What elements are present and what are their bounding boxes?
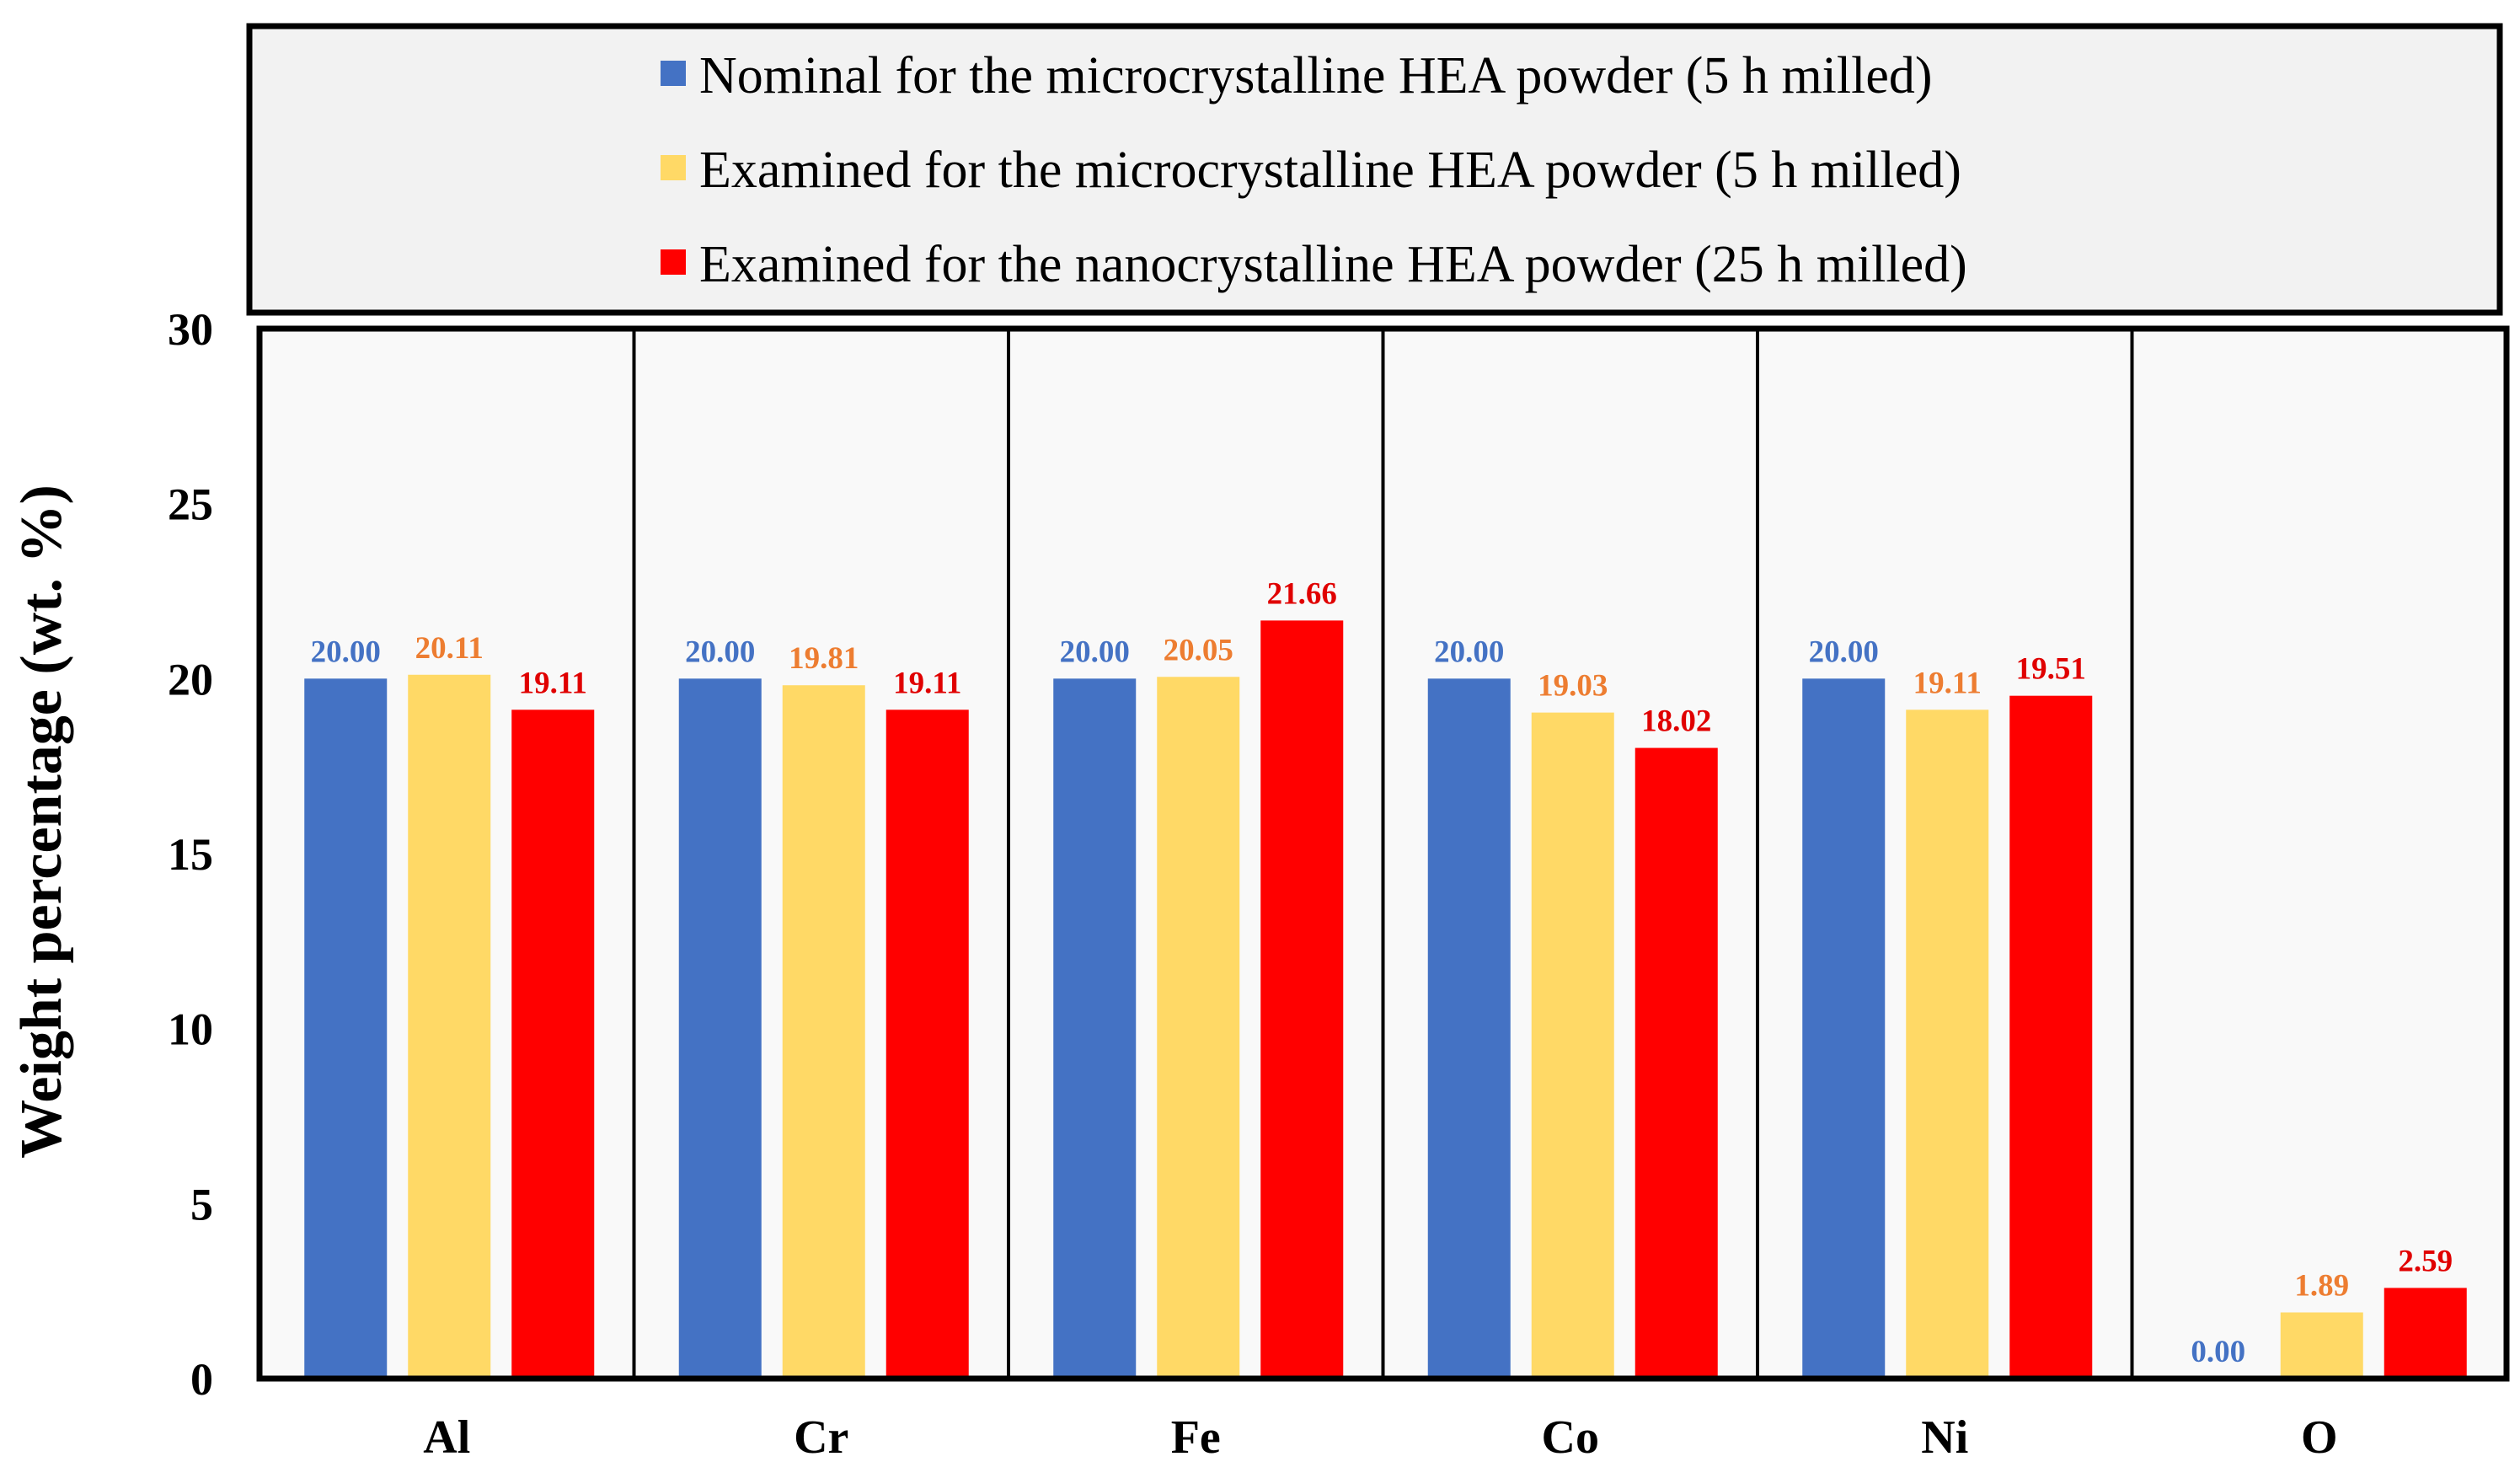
data-label: 1.89 xyxy=(2294,1269,2349,1304)
bar xyxy=(1260,620,1344,1379)
legend: Nominal for the microcrystalline HEA pow… xyxy=(246,23,2503,316)
legend-swatch xyxy=(661,61,686,86)
x-axis: Al Cr Fe Co Ni O xyxy=(423,1411,2337,1464)
y-tick-label: 0 xyxy=(190,1354,213,1405)
data-label: 20.11 xyxy=(415,631,484,666)
data-label: 20.05 xyxy=(1164,633,1233,667)
data-label: 18.02 xyxy=(1641,704,1711,739)
bar xyxy=(511,710,595,1379)
plot-frame xyxy=(256,325,2510,1382)
bar xyxy=(304,678,388,1379)
bar xyxy=(1906,710,1989,1379)
legend-entry: Examined for the microcrystalline HEA po… xyxy=(699,142,1961,199)
bar xyxy=(2009,695,2093,1379)
bar xyxy=(1053,678,1137,1379)
data-label: 20.00 xyxy=(1434,635,1504,669)
y-tick-label: 20 xyxy=(168,654,213,704)
x-tick-label: Cr xyxy=(794,1411,848,1464)
data-label: 19.11 xyxy=(893,666,961,700)
bar xyxy=(678,678,762,1379)
x-tick-label: O xyxy=(2301,1411,2338,1464)
plot-area: 20.00 20.11 19.11 20.00 19.81 19.11 20.00 20.05… xyxy=(256,325,2510,1382)
y-tick-label: 25 xyxy=(168,479,213,530)
x-tick-label: Al xyxy=(423,1411,470,1464)
y-tick-label: 15 xyxy=(168,829,213,880)
data-label: 21.66 xyxy=(1267,576,1337,611)
bar xyxy=(1427,678,1511,1379)
bar xyxy=(782,685,865,1379)
y-tick-label: 10 xyxy=(168,1004,213,1055)
y-axis-label: Weight percentage (wt. %) xyxy=(9,485,74,1159)
x-tick-label: Fe xyxy=(1171,1411,1221,1464)
legend-swatch xyxy=(661,249,686,275)
legend-entry: Nominal for the microcrystalline HEA pow… xyxy=(699,47,1933,104)
bar xyxy=(2280,1312,2363,1379)
data-label: 19.03 xyxy=(1538,669,1608,704)
y-tick-label: 30 xyxy=(168,304,213,355)
data-label: 19.81 xyxy=(789,641,859,676)
bar xyxy=(1157,677,1240,1379)
data-label: 20.00 xyxy=(685,635,755,669)
legend-entry: Examined for the nanocrystalline HEA pow… xyxy=(699,236,1967,293)
data-label: 19.11 xyxy=(519,666,587,700)
data-label: 0.00 xyxy=(2191,1335,2245,1369)
bar xyxy=(1531,712,1614,1379)
data-label: 20.00 xyxy=(311,635,381,669)
data-label: 2.59 xyxy=(2398,1244,2453,1278)
legend-box xyxy=(246,23,2503,316)
bar xyxy=(885,710,969,1379)
y-axis: 0 5 10 15 20 25 30 xyxy=(168,304,213,1405)
bar xyxy=(1635,747,1718,1379)
data-label: 19.11 xyxy=(1913,666,1982,700)
x-tick-label: Ni xyxy=(1921,1411,1968,1464)
y-tick-label: 5 xyxy=(190,1179,213,1229)
bar xyxy=(1802,678,1886,1379)
data-label: 20.00 xyxy=(1060,635,1130,669)
legend-swatch xyxy=(661,155,686,180)
x-tick-label: Co xyxy=(1542,1411,1599,1464)
data-label: 19.51 xyxy=(2016,652,2086,687)
bar xyxy=(2384,1288,2467,1379)
bar xyxy=(408,674,491,1379)
data-label: 20.00 xyxy=(1809,635,1879,669)
